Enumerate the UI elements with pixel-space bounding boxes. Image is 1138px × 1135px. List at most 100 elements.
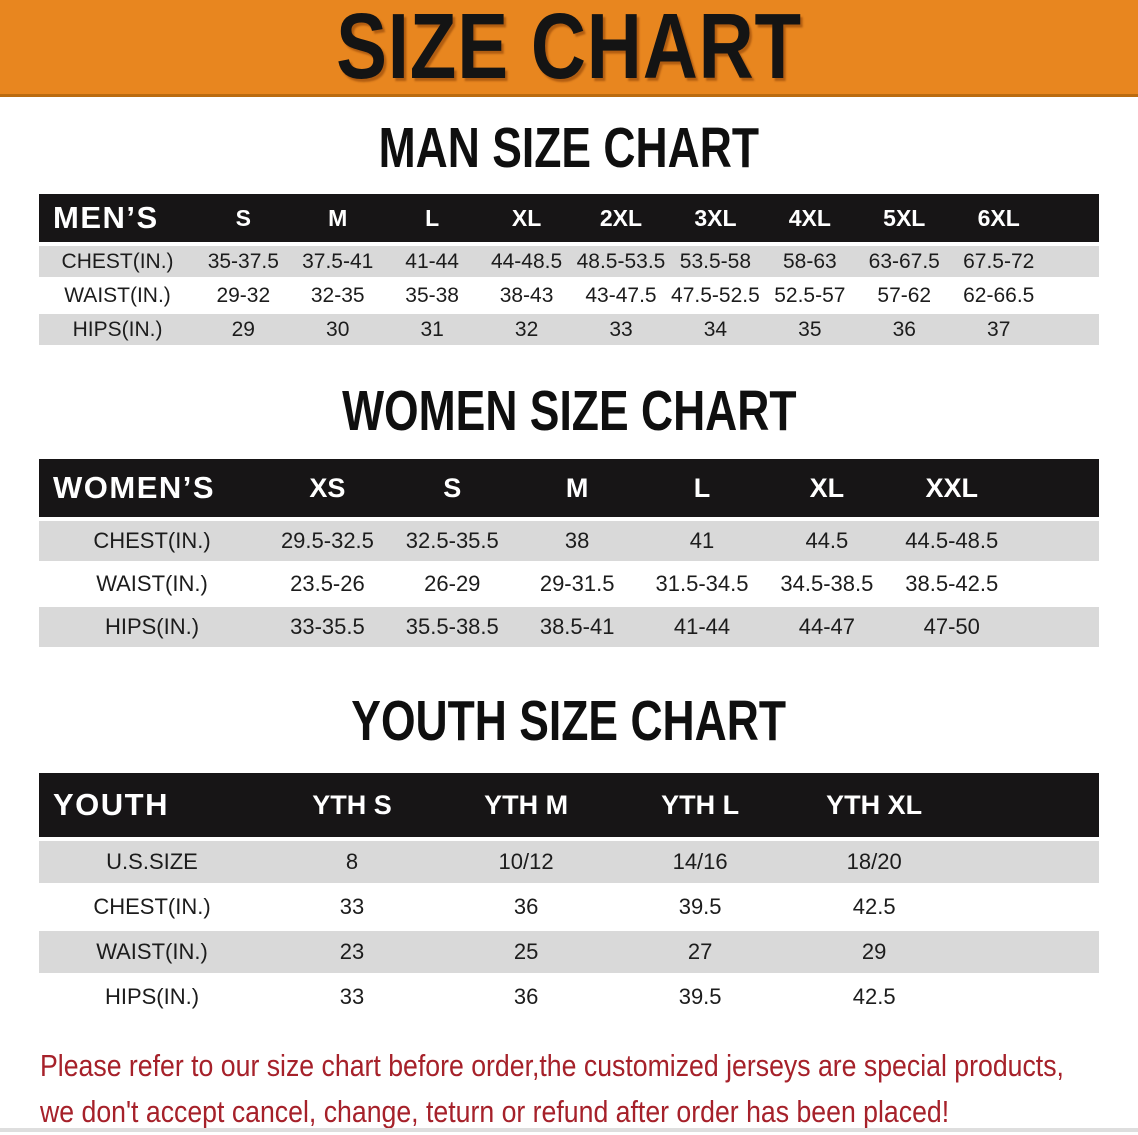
youth-size-header: YTH XL (787, 773, 962, 841)
youth-section-title-text: YOUTH SIZE CHART (351, 689, 787, 753)
youth-cell-value: 36 (439, 974, 614, 1021)
women-measurement-row: CHEST(IN.) 29.5-32.5 32.5-35.5 38 41 44.5 44.5… (39, 519, 1099, 564)
youth-cell-value: 29 (787, 929, 962, 976)
men-cell-value: 48.5-53.5 (573, 244, 669, 280)
women-cell-value: 34.5-38.5 (764, 562, 890, 607)
women-cell-value: 35.5-38.5 (389, 605, 515, 650)
banner-title: SIZE CHART (336, 0, 802, 98)
men-cell-value: 29 (196, 312, 291, 348)
men-row-spacer (1046, 312, 1099, 348)
men-size-header: 4XL (762, 194, 858, 246)
youth-header-spacer (961, 773, 1099, 841)
disclaimer-note: Please refer to our size chart before or… (40, 1043, 1138, 1135)
men-size-header: M (290, 194, 385, 246)
youth-cell-value: 27 (613, 929, 788, 976)
men-cell-value: 37 (951, 312, 1046, 348)
men-size-header: 6XL (951, 194, 1046, 246)
men-cell-value: 30 (290, 312, 385, 348)
youth-row-label: U.S.SIZE (39, 839, 265, 886)
women-size-header: XS (265, 459, 390, 521)
youth-cell-value: 33 (265, 974, 440, 1021)
men-row-label: HIPS(IN.) (39, 312, 197, 348)
men-cell-value: 36 (857, 312, 952, 348)
women-measurement-row: HIPS(IN.) 33-35.5 35.5-38.5 38.5-41 41-44 44-… (39, 605, 1099, 650)
men-cell-value: 67.5-72 (951, 244, 1046, 280)
women-size-header: S (389, 459, 515, 521)
youth-cell-value: 42.5 (787, 974, 962, 1021)
women-cell-value: 44.5 (764, 519, 890, 564)
women-cell-value: 32.5-35.5 (389, 519, 515, 564)
youth-row-spacer (961, 839, 1099, 886)
men-cell-value: 34 (668, 312, 763, 348)
men-cell-value: 47.5-52.5 (668, 278, 763, 314)
women-section-title-text: WOMEN SIZE CHART (341, 379, 797, 443)
men-cell-value: 52.5-57 (762, 278, 858, 314)
youth-cell-value: 18/20 (787, 839, 962, 886)
men-size-header: L (384, 194, 480, 246)
women-size-header: XXL (889, 459, 1015, 521)
men-cell-value: 62-66.5 (951, 278, 1046, 314)
women-cell-value: 38.5-42.5 (889, 562, 1015, 607)
men-size-header: S (196, 194, 291, 246)
men-cell-value: 32 (479, 312, 574, 348)
men-size-table: MEN’S S M L XL 2XL 3XL 4XL 5XL 6XL CHEST(IN.) 35-3… (39, 194, 1099, 348)
women-corner-label: WOMEN’S (39, 459, 265, 521)
men-row-spacer (1046, 278, 1099, 314)
men-row-spacer (1046, 244, 1099, 280)
disclaimer-line-2: we don't accept cancel, change, teturn o… (40, 1094, 950, 1129)
men-cell-value: 32-35 (290, 278, 385, 314)
men-cell-value: 35-38 (384, 278, 480, 314)
men-cell-value: 29-32 (196, 278, 291, 314)
men-measurement-row: HIPS(IN.) 29 30 31 32 33 34 35 36 37 (39, 312, 1099, 348)
women-cell-value: 38 (514, 519, 640, 564)
bottom-edge-strip (0, 1128, 1138, 1132)
women-cell-value: 29-31.5 (514, 562, 640, 607)
youth-cell-value: 14/16 (613, 839, 788, 886)
men-cell-value: 53.5-58 (668, 244, 763, 280)
youth-corner-label: YOUTH (39, 773, 265, 841)
men-size-header: 2XL (573, 194, 669, 246)
women-cell-value: 44-47 (764, 605, 890, 650)
men-section-title-text: MAN SIZE CHART (378, 116, 760, 180)
youth-cell-value: 36 (439, 884, 614, 931)
youth-cell-value: 39.5 (613, 884, 788, 931)
youth-row-spacer (961, 974, 1099, 1021)
men-section-title: MAN SIZE CHART (0, 116, 1138, 180)
youth-measurement-row: CHEST(IN.) 33 36 39.5 42.5 (39, 884, 1099, 931)
youth-section-title: YOUTH SIZE CHART (0, 689, 1138, 753)
youth-size-header: YTH M (439, 773, 614, 841)
men-cell-value: 31 (384, 312, 480, 348)
youth-cell-value: 42.5 (787, 884, 962, 931)
men-cell-value: 57-62 (857, 278, 952, 314)
women-cell-value: 44.5-48.5 (889, 519, 1015, 564)
men-cell-value: 63-67.5 (857, 244, 952, 280)
youth-row-spacer (961, 929, 1099, 976)
youth-cell-value: 10/12 (439, 839, 614, 886)
women-cell-value: 26-29 (389, 562, 515, 607)
youth-size-header: YTH L (613, 773, 788, 841)
men-row-label: CHEST(IN.) (39, 244, 197, 280)
women-size-table: WOMEN’S XS S M L XL XXL CHEST(IN.) 29.5-32.5 32.… (39, 459, 1099, 650)
women-section-title: WOMEN SIZE CHART (0, 379, 1138, 443)
youth-row-label: CHEST(IN.) (39, 884, 265, 931)
youth-header-row: YOUTH YTH S YTH M YTH L YTH XL (39, 773, 1099, 841)
youth-size-header: YTH S (265, 773, 440, 841)
women-row-label: HIPS(IN.) (39, 605, 265, 650)
men-cell-value: 38-43 (479, 278, 574, 314)
men-cell-value: 35 (762, 312, 858, 348)
men-row-label: WAIST(IN.) (39, 278, 197, 314)
women-header-row: WOMEN’S XS S M L XL XXL (39, 459, 1099, 521)
women-row-spacer (1014, 562, 1099, 607)
women-row-spacer (1014, 605, 1099, 650)
men-size-header: XL (479, 194, 574, 246)
men-measurement-row: WAIST(IN.) 29-32 32-35 35-38 38-43 43-47.5 47.… (39, 278, 1099, 314)
women-size-header: M (514, 459, 640, 521)
youth-row-spacer (961, 884, 1099, 931)
women-size-header: L (639, 459, 765, 521)
men-cell-value: 44-48.5 (479, 244, 574, 280)
women-cell-value: 41 (639, 519, 765, 564)
youth-cell-value: 39.5 (613, 974, 788, 1021)
youth-cell-value: 23 (265, 929, 440, 976)
women-row-label: WAIST(IN.) (39, 562, 265, 607)
